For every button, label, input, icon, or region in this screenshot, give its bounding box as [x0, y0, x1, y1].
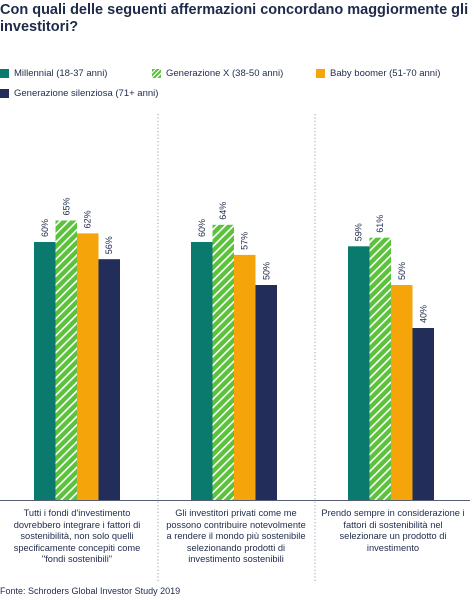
bar-group1-series2: [55, 220, 77, 500]
legend-item-generazione-silenziosa: Generazione silenziosa (71+ anni): [0, 88, 158, 99]
category-caption-1: Tutti i fondi d'investimento dovrebbero …: [13, 508, 141, 565]
category-caption-3: Prendo sempre in considerazione i fattor…: [321, 508, 465, 553]
legend-item-generazione-x: Generazione X (38-50 anni): [152, 68, 283, 79]
legend-item-baby-boomer: Baby boomer (51-70 anni): [316, 68, 440, 79]
data-label-group2-series2: 64%: [218, 202, 228, 220]
bar-group3-series4: [412, 328, 434, 500]
bar-group2-series2: [212, 224, 234, 501]
legend-swatch-generazione-silenziosa: [0, 89, 9, 98]
data-label-group2-series3: 57%: [240, 232, 250, 250]
bar-group3-series3: [391, 285, 413, 500]
legend-label-generazione-x: Generazione X (38-50 anni): [166, 68, 284, 79]
data-label-group3-series1: 59%: [354, 223, 364, 241]
bar-group1-series3: [77, 233, 99, 500]
data-label-group2-series4: 50%: [261, 262, 271, 280]
chart-legend: Millennial (18-37 anni) Generazione X (3…: [0, 68, 470, 108]
bar-group1-series1: [34, 242, 56, 500]
category-caption-2: Gli investitori privati come me possono …: [166, 508, 306, 565]
data-label-group3-series2: 61%: [375, 215, 385, 233]
data-label-group1-series1: 60%: [40, 219, 50, 237]
data-label-group3-series4: 40%: [418, 305, 428, 323]
legend-label-millennial: Millennial (18-37 anni): [14, 68, 108, 79]
legend-swatch-baby-boomer: [316, 69, 325, 78]
legend-label-baby-boomer: Baby boomer (51-70 anni): [330, 68, 441, 79]
legend-swatch-millennial: [0, 69, 9, 78]
bar-group1-series4: [98, 259, 120, 500]
legend-label-generazione-silenziosa: Generazione silenziosa (71+ anni): [14, 88, 159, 99]
data-label-group3-series3: 50%: [397, 262, 407, 280]
bar-group3-series1: [348, 246, 370, 500]
data-label-group2-series1: 60%: [197, 219, 207, 237]
bar-group2-series4: [255, 285, 277, 500]
bar-group2-series3: [234, 254, 256, 500]
bar-group3-series2: [369, 237, 391, 500]
legend-swatch-generazione-x: [152, 69, 161, 78]
bar-group2-series1: [191, 242, 213, 500]
source-note: Fonte: Schroders Global Investor Study 2…: [0, 586, 181, 596]
legend-item-millennial: Millennial (18-37 anni): [0, 68, 107, 79]
chart-title: Con quali delle seguenti affermazioni co…: [0, 2, 469, 35]
data-label-group1-series4: 56%: [104, 236, 114, 254]
data-label-group1-series2: 65%: [61, 197, 71, 215]
data-label-group1-series3: 62%: [83, 210, 93, 228]
